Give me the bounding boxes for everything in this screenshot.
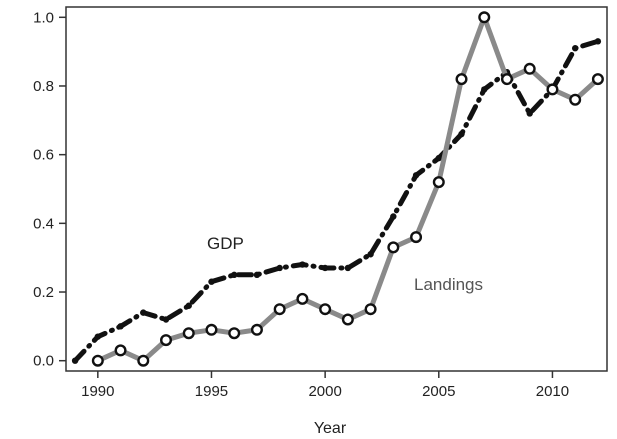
- gdp-point-1996: [231, 271, 238, 279]
- y-tick-label-0: 0.0: [33, 353, 54, 370]
- gdp-point-2002: [367, 251, 374, 258]
- landings-point-2011: [569, 93, 582, 106]
- landings-point-1991: [114, 344, 127, 357]
- landings-point-1995: [205, 323, 218, 336]
- x-axis: 1990 1995 2000 2005 2010: [81, 371, 569, 400]
- landings-point-1993: [160, 334, 173, 347]
- gdp-point-2004: [412, 172, 420, 179]
- landings-series: [91, 11, 604, 367]
- landings-series-label: Landings: [414, 275, 483, 294]
- landings-point-2009: [523, 62, 536, 75]
- y-tick-label-3: 0.6: [33, 147, 54, 164]
- landings-point-2004: [410, 231, 423, 244]
- gdp-point-1989: [71, 357, 79, 364]
- series-layer: [71, 11, 604, 367]
- x-tick-label-1995: 1995: [195, 383, 228, 400]
- landings-point-2008: [500, 73, 513, 86]
- x-tick-label-2005: 2005: [422, 383, 455, 400]
- landings-point-2001: [341, 313, 354, 326]
- landings-point-1998: [273, 303, 286, 316]
- y-tick-label-2: 0.4: [33, 215, 54, 232]
- landings-point-2012: [591, 73, 604, 86]
- landings-point-1994: [182, 327, 195, 340]
- y-tick-label-1: 0.2: [33, 284, 54, 301]
- gdp-point-1998: [276, 264, 283, 272]
- landings-point-2005: [432, 176, 445, 189]
- gdp-point-2000: [321, 264, 329, 272]
- gdp-point-1992: [140, 309, 147, 316]
- landings-point-2007: [478, 11, 491, 24]
- gdp-point-2005: [435, 154, 442, 162]
- landings-point-2000: [319, 303, 332, 316]
- gdp-point-2003: [390, 213, 397, 220]
- x-tick-label-2010: 2010: [536, 383, 569, 400]
- x-axis-title: Year: [314, 420, 347, 437]
- landings-point-2002: [364, 303, 377, 316]
- gdp-point-1997: [253, 271, 261, 279]
- landings-point-1997: [250, 323, 263, 336]
- landings-point-2003: [387, 241, 400, 254]
- x-tick-label-1990: 1990: [81, 383, 114, 400]
- gdp-point-2011: [571, 45, 579, 52]
- landings-point-1999: [296, 292, 309, 305]
- gdp-series-label: GDP: [207, 234, 244, 253]
- landings-point-2010: [546, 83, 559, 96]
- x-tick-label-2000: 2000: [308, 383, 341, 400]
- gdp-point-2006: [458, 130, 465, 138]
- landings-line: [96, 14, 600, 364]
- gdp-point-1995: [208, 278, 215, 285]
- landings-point-1990: [91, 354, 104, 367]
- gdp-point-1993: [162, 316, 170, 323]
- landings-point-1996: [228, 327, 241, 340]
- gdp-point-2009: [526, 110, 533, 117]
- gdp-point-1999: [299, 261, 306, 268]
- gdp-point-2001: [344, 264, 352, 272]
- gdp-point-1994: [185, 302, 192, 309]
- landings-point-1992: [137, 354, 150, 367]
- y-tick-label-4: 0.8: [33, 78, 54, 95]
- gdp-point-1990: [94, 333, 102, 340]
- gdp-point-1991: [117, 323, 124, 330]
- plot-frame: [65, 6, 608, 372]
- y-axis: 0.0 0.2 0.4 0.6 0.8 1.0: [33, 9, 66, 370]
- gdp-point-2012: [594, 38, 602, 45]
- y-tick-label-5: 1.0: [33, 9, 54, 26]
- landings-point-2006: [455, 73, 468, 86]
- gdp-point-2007: [481, 86, 488, 93]
